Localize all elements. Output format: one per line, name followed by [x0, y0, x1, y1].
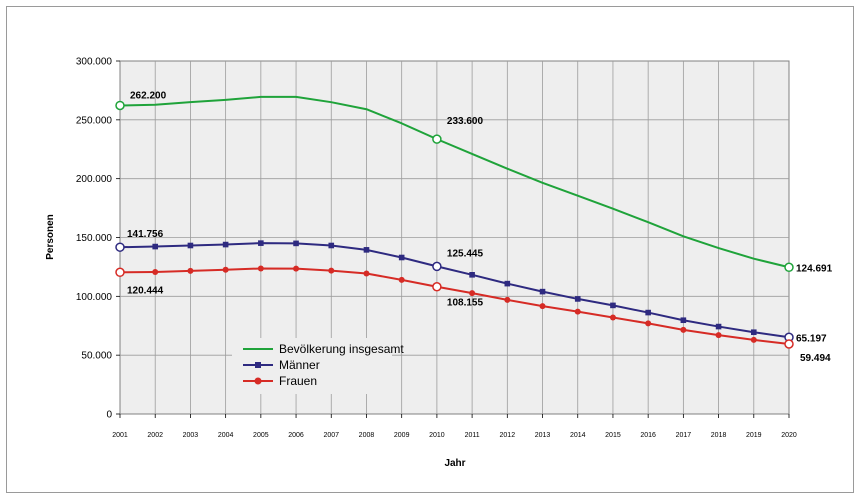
data-point: [645, 320, 652, 327]
data-point-highlight: [115, 242, 125, 252]
data-label: 233.600: [447, 116, 484, 127]
data-point: [504, 296, 511, 303]
y-tick-label: 150.000: [76, 233, 113, 244]
x-tick-label: 2016: [640, 432, 656, 439]
y-axis-label: Personen: [45, 214, 56, 260]
data-label: 108.155: [447, 298, 484, 309]
x-tick-label: 2001: [112, 432, 128, 439]
legend: Bevölkerung insgesamt Männer Frauen: [232, 338, 404, 394]
data-point: [222, 266, 229, 273]
x-tick-label: 2006: [288, 432, 304, 439]
legend-label-maenner: Männer: [279, 358, 320, 372]
data-point: [750, 329, 757, 336]
data-point: [222, 241, 229, 248]
x-tick-label: 2012: [500, 432, 516, 439]
data-point: [539, 303, 546, 310]
data-point: [257, 265, 264, 272]
data-label: 120.444: [127, 285, 164, 296]
data-labels: 262.200 233.600 124.691 141.756 125.445 65.19…: [127, 90, 833, 364]
data-point: [750, 336, 757, 343]
x-axis-label: Jahr: [444, 458, 465, 469]
data-point: [328, 267, 335, 274]
x-tick-label: 2009: [394, 432, 410, 439]
data-point: [398, 276, 405, 283]
data-point: [574, 296, 581, 302]
x-tick-label: 2011: [465, 432, 480, 439]
x-axis-ticks: 2001 2002 2003 2004 2005 2006 2007 2008 2009 2010…: [112, 414, 797, 439]
data-label: 125.445: [447, 248, 484, 259]
series-markers: [115, 100, 794, 349]
data-label: 124.691: [796, 263, 833, 274]
data-point: [398, 254, 405, 261]
data-point-highlight: [432, 261, 442, 272]
legend-marker-maenner: [255, 362, 261, 368]
data-point: [469, 290, 476, 297]
series-line-2: [119, 267, 790, 345]
x-tick-label: 2002: [147, 432, 163, 439]
data-point-highlight: [432, 134, 442, 144]
data-point: [187, 267, 194, 274]
x-tick-label: 2019: [746, 432, 762, 439]
data-point: [504, 280, 511, 287]
legend-marker-frauen: [254, 377, 262, 385]
data-point: [328, 242, 335, 249]
data-label: 59.494: [800, 353, 831, 364]
y-tick-label: 100.000: [76, 292, 113, 303]
data-point-highlight: [784, 339, 794, 349]
x-tick-label: 2014: [570, 432, 586, 439]
data-point: [363, 247, 370, 253]
y-tick-label: 0: [106, 410, 112, 421]
y-tick-label: 200.000: [76, 174, 113, 185]
data-point: [715, 323, 722, 330]
y-axis-ticks: 0 50.000 100.000 150.000 200.000 250.000 300.0…: [76, 57, 120, 421]
data-point-highlight: [784, 262, 794, 273]
data-point: [715, 332, 722, 339]
data-point-highlight: [115, 100, 125, 111]
data-point: [293, 240, 299, 247]
x-tick-label: 2005: [253, 432, 269, 439]
data-point: [574, 308, 581, 315]
data-point: [680, 317, 687, 324]
series-lines: [119, 95, 790, 345]
data-point: [363, 270, 370, 277]
series-line-0: [119, 95, 790, 269]
x-tick-label: 2020: [781, 432, 797, 439]
series-line-1: [119, 242, 790, 339]
data-label: 65.197: [796, 333, 827, 344]
data-point: [609, 314, 616, 321]
data-point: [187, 242, 194, 249]
x-tick-label: 2018: [711, 432, 727, 439]
data-point-highlight: [432, 281, 442, 292]
x-tick-label: 2007: [323, 432, 339, 439]
data-point: [469, 272, 475, 278]
data-label: 141.756: [127, 229, 164, 240]
y-tick-label: 300.000: [76, 57, 113, 68]
data-point: [610, 302, 616, 309]
data-label: 262.200: [130, 90, 167, 101]
x-tick-label: 2013: [535, 432, 551, 439]
x-tick-label: 2010: [429, 432, 445, 439]
y-tick-label: 250.000: [76, 115, 113, 126]
data-point: [645, 309, 651, 316]
data-point: [258, 240, 264, 246]
x-tick-label: 2004: [218, 432, 234, 439]
data-point: [152, 243, 159, 250]
x-tick-label: 2008: [359, 432, 375, 439]
legend-label-total: Bevölkerung insgesamt: [279, 342, 404, 356]
y-tick-label: 50.000: [81, 351, 112, 362]
x-tick-label: 2015: [605, 432, 621, 439]
data-point: [152, 268, 159, 275]
data-point: [680, 326, 687, 333]
legend-label-frauen: Frauen: [279, 374, 317, 388]
data-point: [539, 288, 546, 295]
data-point: [293, 265, 300, 272]
x-tick-label: 2003: [183, 432, 199, 439]
x-tick-label: 2017: [676, 432, 692, 439]
data-point-highlight: [115, 267, 125, 278]
